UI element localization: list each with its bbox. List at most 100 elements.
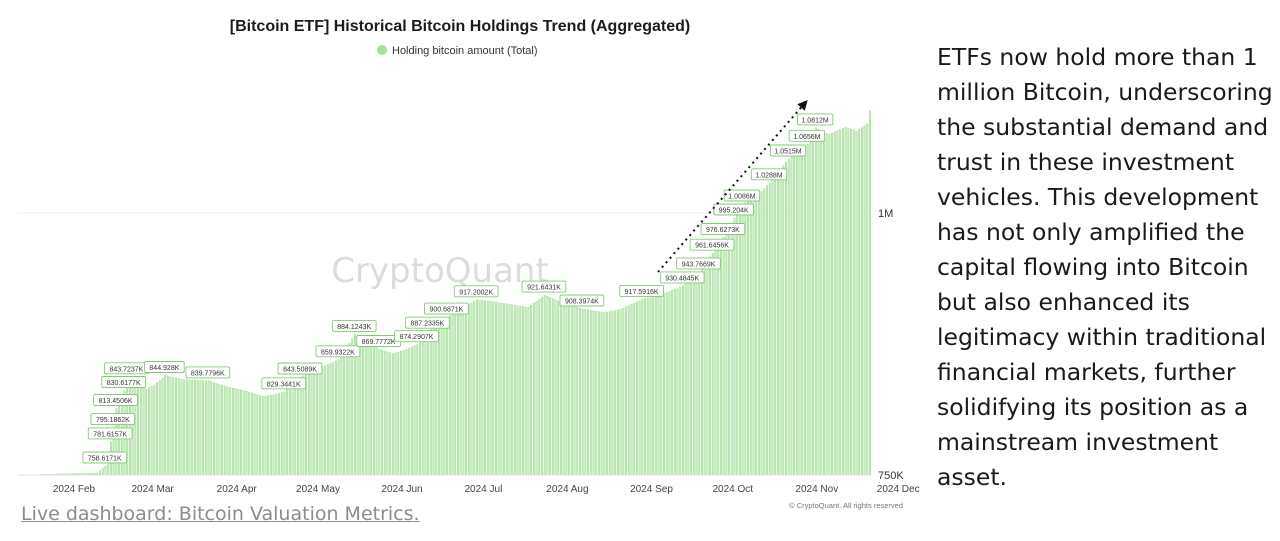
chart-bar (635, 301, 638, 476)
chart-bar (267, 395, 270, 476)
chart-bar (391, 353, 394, 476)
chart-bar (139, 385, 142, 476)
chart-bar (405, 348, 408, 476)
chart-bar (402, 350, 405, 476)
data-label: 884.1243K (331, 319, 377, 332)
data-label-box (424, 302, 469, 315)
data-label-box (619, 284, 664, 297)
chart-bar (522, 306, 524, 476)
x-tick-label: 2024 Apr (217, 484, 258, 495)
chart-bar (383, 350, 386, 476)
chart-bar (508, 304, 511, 476)
data-label-box (87, 427, 133, 440)
data-label: 839.7796K (185, 366, 231, 379)
chart-bar (692, 276, 695, 476)
chart-bar (419, 341, 421, 476)
data-label-box (659, 271, 705, 284)
chart-bar (541, 296, 543, 476)
chart-bar (863, 125, 866, 476)
x-tick-label: 2024 Jul (464, 484, 502, 495)
chart-bar (738, 208, 741, 476)
chart-bar (866, 123, 869, 476)
chart-bar (302, 375, 305, 476)
chart-bar (622, 307, 625, 476)
chart-bar (188, 379, 191, 476)
chart-bar (839, 129, 842, 476)
chart-bar (652, 296, 655, 476)
chart-bar (833, 131, 836, 476)
data-label-box (788, 129, 826, 142)
chart-bar (763, 188, 766, 476)
x-tick-label: 2024 Mar (131, 484, 174, 495)
chart-bar (644, 298, 646, 476)
data-label: 874.2907K (394, 330, 439, 343)
chart-bar (519, 305, 522, 476)
y-tick-label: 1M (878, 208, 893, 220)
chart-bar (142, 387, 145, 476)
chart-bar (682, 285, 684, 476)
chart-bar (101, 468, 104, 476)
chart-bar (432, 326, 435, 476)
chart-bar (337, 359, 340, 476)
chart-bar (440, 320, 443, 476)
data-label-box (796, 113, 834, 126)
data-label-box (315, 345, 361, 358)
chart-bar (484, 300, 486, 476)
chart-bar (288, 386, 291, 476)
dashboard-link[interactable]: Live dashboard: Bitcoin Valuation Metric… (21, 503, 420, 525)
data-label-box (723, 189, 761, 202)
chart-bar (470, 302, 473, 476)
x-tick-label: 2024 Oct (713, 484, 754, 495)
chart-bar (771, 179, 774, 476)
x-tick-label: 2024 Aug (546, 484, 588, 495)
chart-bar (448, 315, 451, 476)
chart-bar (457, 311, 459, 476)
chart-bar (194, 380, 196, 476)
chart-bar (611, 310, 614, 476)
chart-bar (698, 271, 701, 476)
chart-bar (275, 394, 278, 476)
chart-bar (324, 365, 327, 476)
y-axis: 1M 750K (878, 208, 904, 482)
chart-bar (546, 296, 549, 476)
watermark: CryptoQuant (331, 251, 549, 291)
chart-bar (372, 345, 375, 476)
chart-bar (497, 302, 500, 476)
data-label-text: 843.7237K (109, 366, 143, 373)
data-label: 961.6456K (689, 238, 735, 251)
chart-bar (820, 130, 823, 476)
chart-bar (310, 371, 313, 476)
chart-bar (831, 132, 834, 476)
data-label: 1.0812M (796, 113, 834, 126)
chart-bar (671, 290, 674, 476)
chart-bar (438, 322, 440, 476)
commentary-text: ETFs now hold more than 1 million Bitcoi… (937, 43, 1273, 491)
chart-bar (779, 169, 782, 476)
chart-bar (223, 385, 226, 476)
chart-bar (362, 338, 364, 476)
data-label: 843.5089K (277, 362, 323, 375)
chart-bar (99, 470, 102, 476)
chart-bar (226, 386, 229, 476)
chart-bar (221, 385, 224, 476)
data-label-text: 1.0086M (728, 194, 755, 201)
chart-bar (164, 375, 167, 476)
data-labels: 758.6171K 781.6157K 795.1862K 813.4506K 830.… (82, 113, 834, 464)
chart-bar (592, 310, 595, 476)
chart-bar (345, 346, 348, 476)
chart-bar (234, 388, 237, 476)
data-label-text: 874.2907K (400, 334, 434, 341)
chart-bar (768, 182, 771, 476)
chart-bar (722, 237, 725, 476)
data-label: 930.4845K (659, 271, 705, 284)
chart-bar (804, 146, 806, 476)
chart-bar (513, 305, 516, 476)
data-label-text: 943.7669K (682, 261, 716, 268)
chart-bar (511, 304, 514, 476)
chart-bar (638, 300, 641, 476)
chart-bar (836, 130, 839, 476)
data-label: 1.0515M (769, 144, 807, 157)
data-label-text: 976.6273K (706, 227, 740, 234)
chart-bar (161, 377, 164, 476)
chart-bar (413, 345, 416, 476)
